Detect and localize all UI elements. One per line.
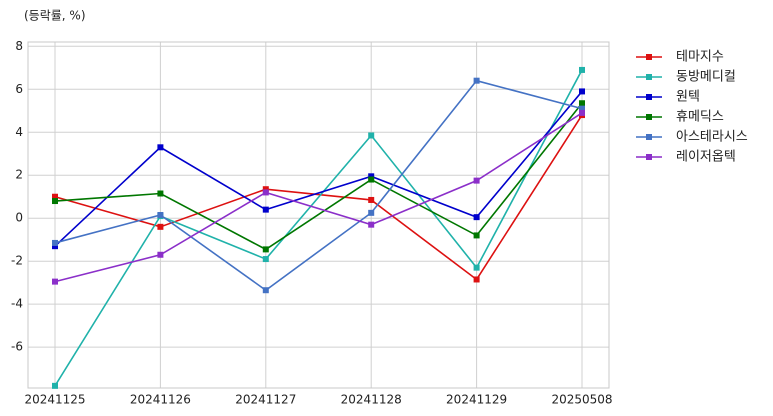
series-line (54, 114, 583, 281)
data-point (52, 382, 58, 389)
data-point (579, 109, 585, 116)
data-point (52, 243, 58, 250)
legend-label: 테마지수 (676, 50, 724, 65)
data-point (368, 221, 375, 228)
legend-label: 동방메디컬 (676, 70, 736, 85)
legend-marker (646, 134, 652, 140)
y-tick-label: 4 (15, 125, 23, 139)
data-point (579, 100, 585, 107)
data-point (368, 132, 375, 139)
data-point (52, 193, 58, 200)
data-point (579, 88, 585, 95)
x-tick-label: 20241127 (235, 393, 296, 407)
data-point (262, 246, 269, 253)
series-line (54, 102, 583, 251)
data-point (368, 173, 375, 180)
series-line (54, 79, 583, 292)
x-tick-label: 20241125 (24, 393, 85, 407)
data-point (473, 177, 480, 184)
data-point (368, 196, 375, 203)
data-point (262, 189, 269, 196)
data-point (473, 276, 480, 283)
legend-marker (646, 94, 652, 100)
y-tick-label: 0 (15, 211, 23, 225)
legend-marker (646, 114, 652, 120)
data-point (157, 251, 164, 258)
data-point (157, 190, 164, 197)
data-point (368, 209, 375, 216)
data-point (262, 186, 269, 193)
data-point (157, 212, 164, 218)
data-point (52, 198, 58, 205)
data-point (579, 105, 585, 112)
plot-frame (27, 41, 610, 389)
legend-marker (646, 154, 652, 160)
data-point (262, 287, 269, 294)
legend-label: 휴메딕스 (676, 110, 724, 125)
x-tick-label: 20250508 (551, 393, 612, 407)
data-point (473, 264, 480, 271)
legend-label: 레이저옵텍 (676, 150, 736, 165)
data-point (52, 239, 58, 246)
data-point (368, 176, 375, 183)
data-point (262, 206, 269, 213)
legend-label: 원텍 (676, 90, 700, 105)
legend-label: 아스테라시스 (676, 130, 748, 145)
y-axis-label: (등락률, %) (24, 9, 86, 23)
legend-marker (646, 74, 652, 80)
data-point (579, 66, 585, 73)
x-tick-label: 20241129 (446, 393, 507, 407)
y-tick-label: -6 (11, 340, 23, 354)
data-point (473, 214, 480, 221)
x-tick-label: 20241128 (341, 393, 402, 407)
data-point (157, 144, 164, 151)
data-point (473, 232, 480, 239)
data-point (52, 278, 58, 285)
x-tick-label: 20241126 (130, 393, 191, 407)
y-tick-label: 8 (15, 39, 23, 53)
series-line (54, 112, 583, 283)
series-line (54, 69, 583, 387)
y-tick-label: -4 (11, 297, 23, 311)
y-tick-label: 6 (15, 82, 23, 96)
data-point (262, 256, 269, 263)
data-point (157, 223, 164, 230)
series-line (54, 90, 583, 247)
y-tick-label: -2 (11, 254, 23, 268)
y-tick-label: 2 (15, 168, 23, 182)
data-point (473, 77, 480, 84)
legend-marker (646, 54, 652, 60)
